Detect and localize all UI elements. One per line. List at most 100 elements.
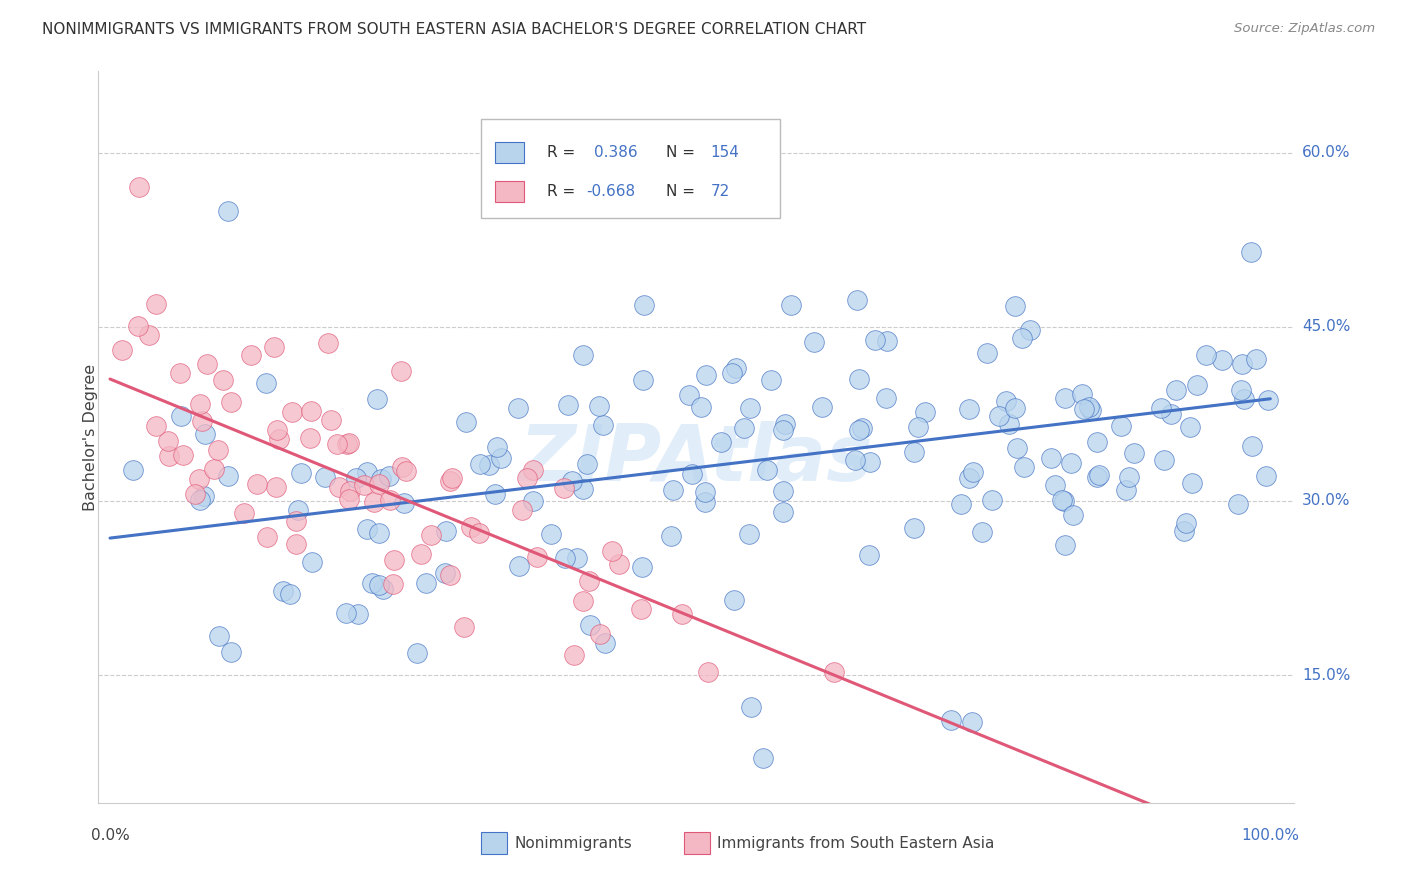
Point bbox=[1019, 323, 1042, 337]
Point bbox=[775, 417, 797, 431]
Point bbox=[725, 360, 748, 375]
Point bbox=[347, 607, 370, 621]
Point bbox=[588, 400, 610, 414]
Text: 0.386: 0.386 bbox=[595, 145, 638, 160]
Point bbox=[439, 568, 461, 582]
Text: N =: N = bbox=[666, 184, 695, 199]
Point bbox=[378, 493, 401, 508]
Point bbox=[368, 476, 391, 491]
Point bbox=[190, 492, 212, 507]
Point bbox=[267, 433, 290, 447]
Text: 30.0%: 30.0% bbox=[1302, 493, 1350, 508]
Point bbox=[1011, 331, 1033, 345]
Point bbox=[281, 405, 304, 419]
Point bbox=[1052, 493, 1074, 508]
Point bbox=[382, 577, 405, 591]
Point bbox=[207, 443, 229, 458]
Point bbox=[1115, 483, 1137, 497]
Point bbox=[127, 318, 149, 333]
Point bbox=[395, 464, 418, 478]
Point bbox=[208, 629, 231, 643]
Point bbox=[321, 412, 343, 426]
FancyBboxPatch shape bbox=[495, 143, 523, 163]
Point bbox=[263, 340, 285, 354]
Point bbox=[1053, 494, 1076, 508]
Text: NONIMMIGRANTS VS IMMIGRANTS FROM SOUTH EASTERN ASIA BACHELOR'S DEGREE CORRELATIO: NONIMMIGRANTS VS IMMIGRANTS FROM SOUTH E… bbox=[42, 22, 866, 37]
Point bbox=[246, 477, 269, 491]
Point bbox=[368, 526, 391, 541]
Point bbox=[593, 635, 616, 649]
Point bbox=[579, 618, 602, 632]
Text: 45.0%: 45.0% bbox=[1302, 319, 1350, 334]
Point bbox=[434, 524, 457, 538]
Point bbox=[256, 530, 278, 544]
Point bbox=[389, 364, 412, 378]
Point bbox=[266, 423, 288, 437]
Point bbox=[1187, 377, 1209, 392]
Point bbox=[903, 521, 925, 535]
Point bbox=[506, 401, 529, 416]
Point bbox=[195, 357, 218, 371]
Point bbox=[1240, 245, 1263, 260]
Point bbox=[290, 466, 312, 480]
Point bbox=[233, 506, 256, 520]
Y-axis label: Bachelor's Degree: Bachelor's Degree bbox=[83, 364, 97, 510]
Point bbox=[1039, 451, 1062, 466]
Point bbox=[287, 502, 309, 516]
Point bbox=[772, 483, 794, 498]
Point bbox=[187, 472, 209, 486]
Point bbox=[508, 559, 530, 574]
Point bbox=[138, 328, 160, 343]
Point bbox=[1226, 498, 1249, 512]
Point bbox=[298, 431, 321, 445]
Point bbox=[740, 700, 762, 714]
Point bbox=[565, 551, 588, 566]
Point bbox=[1109, 419, 1132, 434]
Point bbox=[572, 348, 595, 362]
Point bbox=[710, 434, 733, 449]
Point bbox=[1244, 351, 1267, 366]
Point bbox=[823, 665, 845, 680]
Point bbox=[1232, 392, 1254, 407]
Point bbox=[998, 417, 1021, 432]
Point bbox=[1195, 348, 1218, 362]
Point bbox=[240, 348, 263, 362]
Point bbox=[1166, 383, 1188, 397]
Point bbox=[589, 627, 612, 641]
Text: R =: R = bbox=[547, 184, 575, 199]
Point bbox=[960, 714, 983, 729]
Point bbox=[337, 436, 360, 450]
Point bbox=[681, 467, 703, 482]
Point bbox=[301, 555, 323, 569]
Point bbox=[1232, 357, 1254, 371]
Point bbox=[169, 366, 191, 380]
Point bbox=[194, 427, 217, 442]
Point bbox=[752, 751, 775, 765]
Text: N =: N = bbox=[666, 145, 695, 160]
Point bbox=[962, 465, 984, 479]
Point bbox=[516, 471, 538, 485]
Point bbox=[1229, 383, 1251, 397]
Point bbox=[1173, 524, 1195, 538]
Point bbox=[439, 474, 461, 488]
Point bbox=[690, 401, 713, 415]
Point bbox=[1005, 441, 1028, 455]
Point bbox=[370, 473, 392, 487]
Point bbox=[391, 459, 413, 474]
Point bbox=[285, 514, 308, 528]
Point bbox=[271, 583, 294, 598]
Point bbox=[356, 522, 378, 536]
Point bbox=[1053, 391, 1076, 405]
Point bbox=[733, 421, 755, 435]
Point bbox=[145, 418, 167, 433]
Point bbox=[848, 372, 870, 386]
Point bbox=[285, 537, 308, 551]
Point bbox=[957, 470, 980, 484]
Point bbox=[111, 343, 134, 357]
Point bbox=[772, 423, 794, 437]
Point bbox=[337, 492, 360, 507]
Text: 60.0%: 60.0% bbox=[1302, 145, 1350, 161]
Text: Nonimmigrants: Nonimmigrants bbox=[515, 836, 633, 851]
Point bbox=[191, 415, 214, 429]
Point bbox=[695, 368, 717, 382]
